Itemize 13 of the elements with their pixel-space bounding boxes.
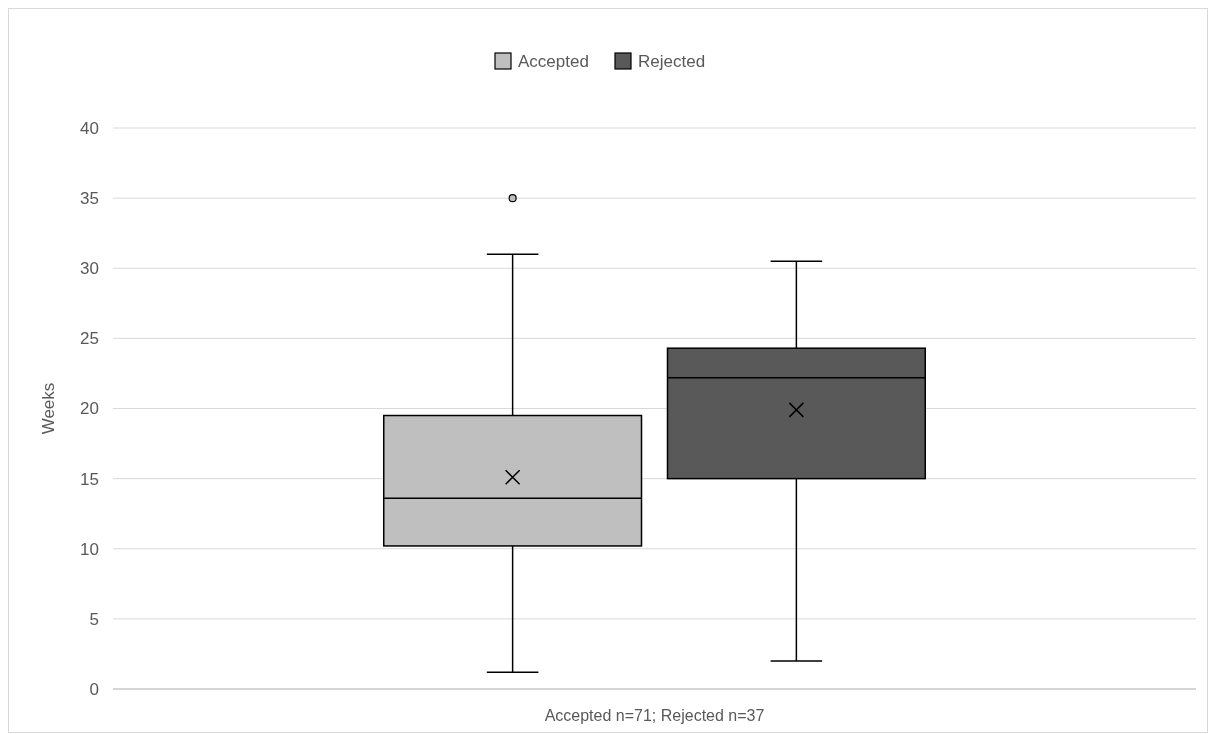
y-tick-label: 15	[80, 469, 99, 489]
y-axis-title: Weeks	[39, 382, 58, 435]
y-tick-label: 35	[80, 189, 99, 209]
y-tick-label: 0	[89, 679, 99, 699]
y-tick-label: 30	[80, 259, 99, 279]
legend-label: Rejected	[638, 51, 706, 71]
y-tick-label: 40	[80, 118, 99, 138]
y-tick-label: 5	[89, 609, 99, 629]
y-tick-label: 20	[80, 399, 99, 419]
y-tick-label: 25	[80, 329, 99, 349]
y-tick-label: 10	[80, 539, 99, 559]
x-axis-title: Accepted n=71; Rejected n=37	[544, 707, 765, 724]
legend-label: Accepted	[518, 51, 589, 71]
